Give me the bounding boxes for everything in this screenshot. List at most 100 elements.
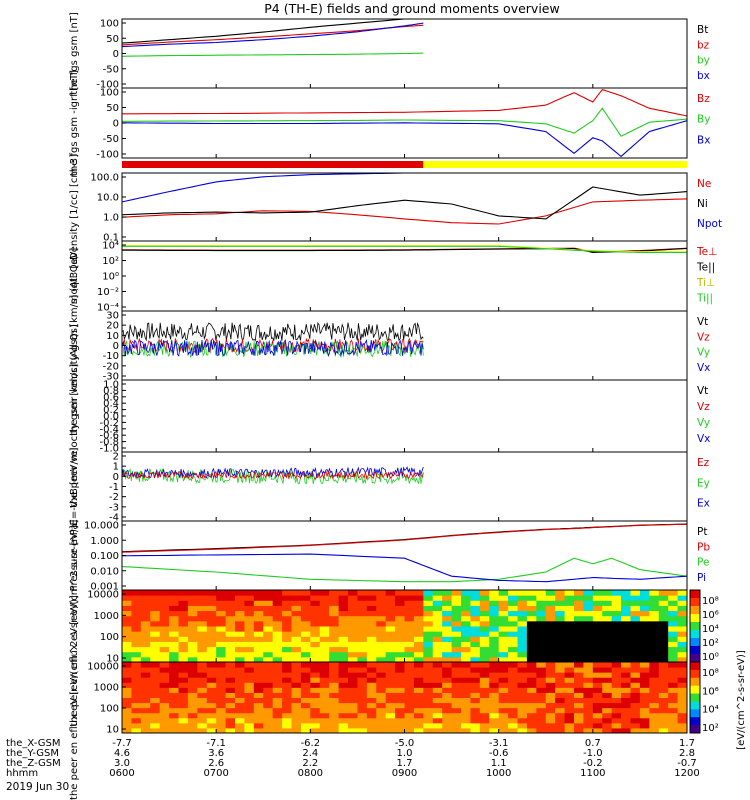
spectrogram-cell — [122, 687, 132, 693]
spectrogram-cell — [526, 722, 537, 729]
series-line-Vx — [122, 338, 424, 358]
spectrogram-cell — [385, 631, 396, 637]
spectrogram-cell — [639, 687, 650, 693]
orbit-row-value: 2.6 — [208, 758, 224, 769]
spectrogram-cell — [574, 615, 584, 622]
spectrogram-cell — [461, 615, 471, 622]
spectrogram-cell — [564, 717, 575, 724]
spectrogram-cell — [479, 605, 490, 612]
spectrogram-cell — [574, 687, 584, 693]
spectrogram-cell — [658, 712, 669, 719]
spectrogram-cell — [253, 697, 264, 704]
spectrogram-cell — [395, 722, 405, 729]
spectrogram-cell — [451, 702, 462, 709]
spectrogram-cell — [197, 667, 208, 673]
y-tick-label: 100 — [100, 632, 119, 643]
spectrogram-cell — [630, 672, 641, 678]
spectrogram-cell — [668, 717, 679, 724]
spectrogram-cell — [140, 677, 151, 683]
legend-label: Pe — [697, 557, 709, 569]
spectrogram-cell — [282, 626, 292, 632]
spectrogram-cell — [206, 656, 217, 662]
spectrogram-cell — [140, 636, 151, 642]
spectrogram-cell — [206, 605, 217, 612]
spectrogram-cell — [150, 672, 161, 678]
spectrogram-cell — [649, 677, 660, 683]
spectrogram-cell — [413, 677, 424, 683]
spectrogram-cell — [442, 600, 453, 606]
spectrogram-cell — [536, 590, 547, 596]
spectrogram-cell — [282, 646, 292, 653]
spectrogram-cell — [404, 692, 415, 698]
spectrogram-cell — [178, 697, 189, 704]
spectrogram-cell — [461, 682, 471, 688]
spectrogram-cell — [329, 590, 340, 596]
spectrogram-cell — [479, 712, 490, 719]
spectrogram-cell — [253, 605, 264, 612]
spectrogram-cell — [630, 682, 641, 688]
spectrogram-cell — [272, 667, 283, 673]
y-tick-label: 0.0 — [103, 412, 119, 423]
spectrogram-cell — [178, 702, 189, 709]
spectrogram-cell — [366, 667, 377, 673]
spectrogram-cell — [423, 677, 434, 683]
spectrogram-cell — [395, 605, 405, 612]
spectrogram-cell — [319, 667, 330, 673]
spectrogram-cell — [169, 636, 179, 642]
spectrogram-cell — [338, 682, 349, 688]
spectrogram-cell — [310, 620, 321, 627]
spectrogram-cell — [658, 590, 669, 596]
spectrogram-cell — [376, 590, 387, 596]
orbit-row-value: 2.8 — [679, 748, 695, 759]
spectrogram-cell — [319, 682, 330, 688]
series-line-Ti|| — [122, 245, 687, 253]
spectrogram-cell — [611, 697, 622, 704]
spectrogram-cell — [621, 707, 631, 714]
spectrogram-cell — [376, 702, 387, 709]
spectrogram-cell — [300, 662, 311, 668]
spectrogram-cell — [319, 610, 330, 617]
spectrogram-cell — [470, 641, 481, 648]
spectrogram-cell — [169, 641, 179, 648]
spectrogram-cell — [197, 656, 208, 662]
spectrogram-cell — [348, 641, 358, 648]
spectrogram-cell — [526, 672, 537, 678]
spectrogram-cell — [263, 707, 274, 714]
spectrogram-10 — [122, 662, 687, 733]
spectrogram-cell — [451, 727, 462, 733]
y-axis-label: moqt3 [eV] — [69, 248, 80, 305]
spectrogram-cell — [300, 651, 311, 658]
spectrogram-cell — [282, 707, 292, 714]
spectrogram-cell — [583, 702, 594, 709]
spectrogram-cell — [385, 677, 396, 683]
colorbar-segment — [690, 598, 700, 607]
spectrogram-cell — [621, 682, 631, 688]
spectrogram-cell — [357, 631, 368, 637]
legend-label: Vz — [697, 401, 710, 413]
spectrogram-cell — [272, 687, 283, 693]
spectrogram-cell — [140, 672, 151, 678]
spectrogram-cell — [150, 667, 161, 673]
spectrogram-cell — [564, 641, 575, 648]
spectrogram-cell — [630, 605, 641, 612]
spectrogram-cell — [508, 600, 518, 606]
spectrogram-cell — [319, 656, 330, 662]
spectrogram-cell — [611, 656, 622, 662]
spectrogram-cell — [517, 605, 528, 612]
spectrogram-cell — [159, 641, 170, 648]
spectrogram-cell — [555, 626, 566, 632]
spectrogram-cell — [442, 615, 453, 622]
spectrogram-cell — [235, 595, 245, 601]
spectrogram-cell — [536, 722, 547, 729]
y-tick-label: -4 — [109, 513, 119, 524]
spectrogram-cell — [253, 656, 264, 662]
spectrogram-cell — [602, 620, 613, 627]
spectrogram-cell — [461, 610, 471, 617]
spectrogram-cell — [178, 677, 189, 683]
orbit-row-value: 0600 — [109, 768, 134, 779]
spectrogram-cell — [122, 600, 132, 606]
spectrogram-cell — [432, 682, 443, 688]
series-line-Bx — [122, 120, 687, 158]
spectrogram-cell — [564, 697, 575, 704]
spectrogram-cell — [649, 687, 660, 693]
